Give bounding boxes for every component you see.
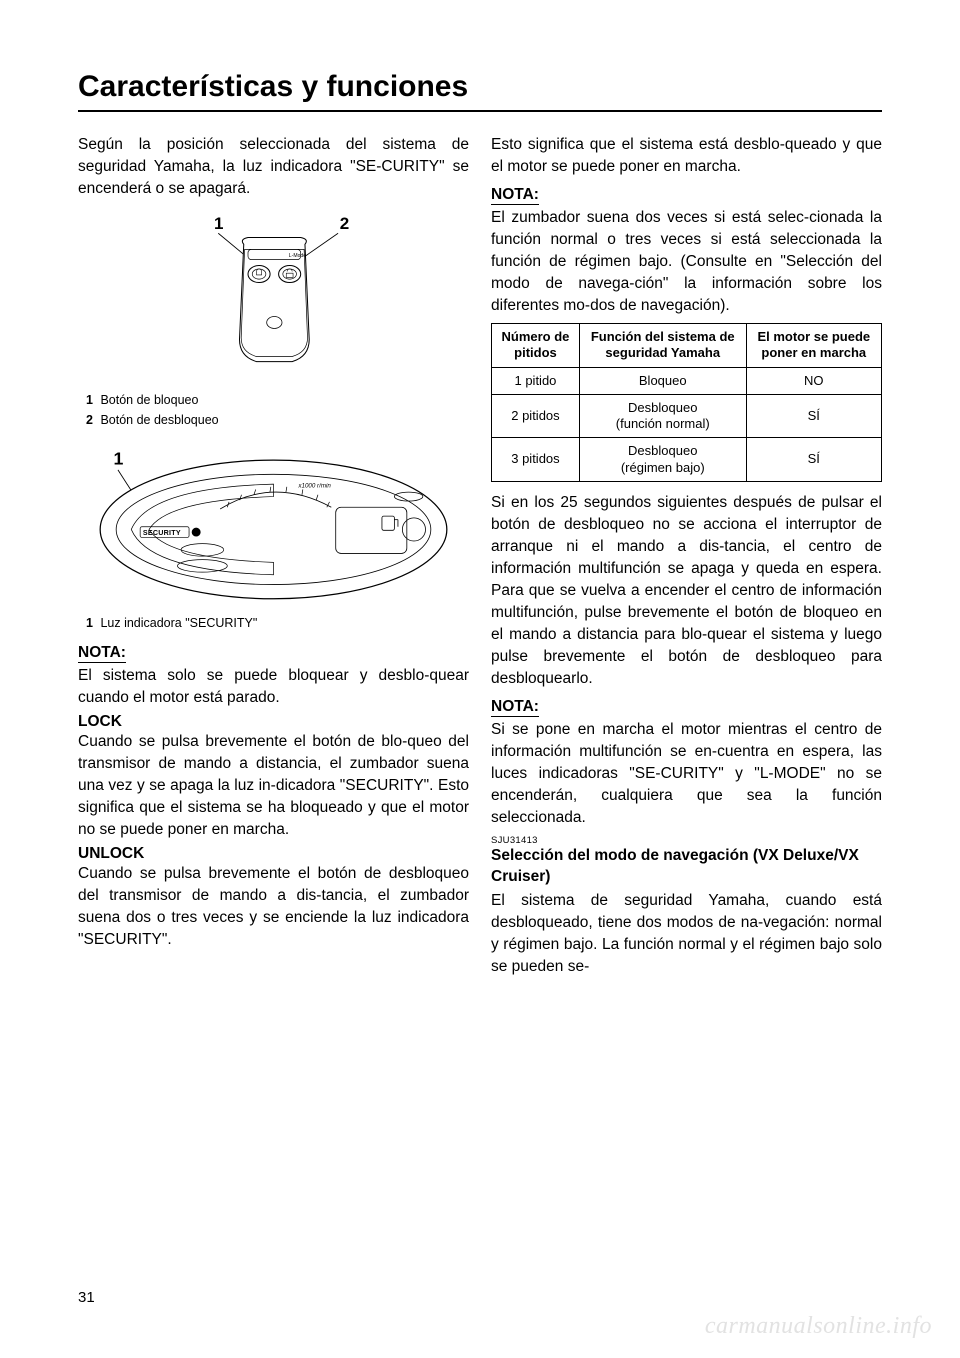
nota-text-r1: El zumbador suena dos veces si está sele… (491, 207, 882, 317)
table-row: 2 pitidos Desbloqueo (función normal) SÍ (492, 394, 882, 438)
page-title: Características y funciones (78, 70, 882, 112)
security-led-icon (192, 528, 201, 537)
cell: 1 pitido (492, 367, 580, 394)
lmode-label: L-Mode (289, 253, 306, 259)
legend-num: 1 (86, 393, 93, 407)
security-label: SECURITY (143, 529, 181, 537)
watermark: carmanualsonline.info (705, 1313, 932, 1340)
legend-1-line-1: 1 Botón de bloqueo (78, 393, 469, 407)
legend-text: Botón de desbloqueo (100, 413, 218, 427)
legend-1-line-2: 2 Botón de desbloqueo (78, 413, 469, 427)
nota-label-r2: NOTA: (491, 698, 539, 717)
cell: NO (746, 367, 881, 394)
two-column-layout: Según la posición seleccionada del siste… (78, 134, 882, 982)
lock-text: Cuando se pulsa brevemente el botón de b… (78, 731, 469, 841)
legend-2-line-1: 1 Luz indicadora "SECURITY" (78, 616, 469, 630)
callout-2: 2 (340, 214, 349, 233)
legend-num: 2 (86, 413, 93, 427)
th-beeps: Número de pitidos (492, 324, 580, 368)
after-table-text: Si en los 25 segundos siguientes después… (491, 492, 882, 690)
right-column: Esto significa que el sistema está desbl… (491, 134, 882, 982)
legend-num: 1 (86, 616, 93, 630)
cell: 3 pitidos (492, 438, 580, 482)
cell: 2 pitidos (492, 394, 580, 438)
figure-dashboard: 1 x1000 r/min (78, 445, 469, 610)
intro-paragraph: Según la posición seleccionada del siste… (78, 134, 469, 200)
cell: SÍ (746, 438, 881, 482)
section-heading: Selección del modo de navegación (VX Del… (491, 846, 882, 888)
section-body: El sistema de seguridad Yamaha, cuando e… (491, 890, 882, 978)
unlock-label: UNLOCK (78, 845, 469, 863)
cell: Bloqueo (579, 367, 746, 394)
reference-code: SJU31413 (491, 835, 882, 846)
callout-1b: 1 (114, 449, 124, 469)
table-row: 3 pitidos Desbloqueo (régimen bajo) SÍ (492, 438, 882, 482)
legend-text: Botón de bloqueo (100, 393, 198, 407)
nota-text-left: El sistema solo se puede bloquear y desb… (78, 665, 469, 709)
nota-label-r1: NOTA: (491, 186, 539, 205)
cell: Desbloqueo (régimen bajo) (579, 438, 746, 482)
cell: SÍ (746, 394, 881, 438)
table-row: 1 pitido Bloqueo NO (492, 367, 882, 394)
th-function: Función del sistema de seguridad Yamaha (579, 324, 746, 368)
legend-text: Luz indicadora "SECURITY" (100, 616, 257, 630)
beep-table: Número de pitidos Función del sistema de… (491, 323, 882, 482)
cell: Desbloqueo (función normal) (579, 394, 746, 438)
lock-label: LOCK (78, 713, 469, 731)
nota-label-left: NOTA: (78, 644, 126, 663)
th-engine: El motor se puede poner en marcha (746, 324, 881, 368)
rpm-label: x1000 r/min (297, 483, 331, 490)
nota-text-r2: Si se pone en marcha el motor mientras e… (491, 719, 882, 829)
intro-text: Según la posición seleccionada del siste… (78, 134, 469, 200)
right-top-text: Esto significa que el sistema está desbl… (491, 134, 882, 178)
unlock-text: Cuando se pulsa brevemente el botón de d… (78, 863, 469, 951)
left-column: Según la posición seleccionada del siste… (78, 134, 469, 982)
page-number: 31 (78, 1289, 95, 1306)
figure-remote: 1 2 L-Mode (78, 212, 469, 387)
callout-1: 1 (214, 214, 223, 233)
